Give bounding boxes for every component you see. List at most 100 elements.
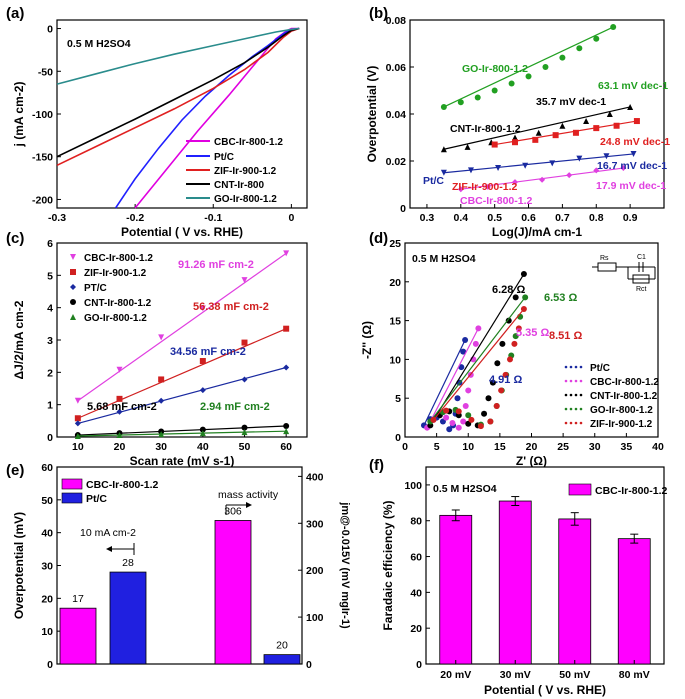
- x-axis-label: Potential ( V vs. RHE): [121, 225, 243, 239]
- data-point: [627, 103, 634, 110]
- fit-line: [77, 425, 287, 436]
- data-point: [241, 339, 248, 346]
- x-axis-label: Scan rate (mV s-1): [130, 454, 235, 468]
- legend-marker: [574, 365, 578, 369]
- legend-marker: [569, 421, 573, 425]
- x-tick-label: 35: [621, 441, 633, 453]
- legend-swatch: [568, 483, 592, 496]
- bar-value-label: 17: [72, 593, 84, 605]
- panel-label: (c): [6, 230, 24, 247]
- series-cnt-ir-800-1-2: [440, 103, 634, 153]
- y-tick-label: 5: [47, 270, 53, 282]
- y-tick-label: 25: [389, 238, 401, 250]
- legend-marker: [569, 407, 573, 411]
- y-tick-label-right: 200: [306, 565, 324, 577]
- x-tick-label: 20: [526, 441, 538, 453]
- x-axis-label: Potential ( V vs. RHE): [484, 683, 606, 697]
- capacitance-label: 2.94 mF cm-2: [200, 401, 270, 413]
- data-point: [477, 423, 484, 430]
- series-pt-c: [74, 364, 290, 427]
- data-point: [487, 418, 494, 425]
- series-cbc-ir-800-1-2: [424, 325, 482, 431]
- legend-marker: [569, 379, 573, 383]
- fit-line: [77, 252, 287, 402]
- tafel-slope-label: 16.7 mV dec-1: [597, 160, 667, 172]
- current-density-label: 10 mA cm-2: [80, 527, 136, 539]
- y-tick-label: 5: [395, 393, 401, 405]
- data-point: [472, 340, 479, 347]
- data-point: [499, 340, 506, 347]
- data-point: [74, 433, 81, 440]
- legend-marker: [579, 365, 583, 369]
- legend-label: ZIF-Ir-900-1.2: [590, 419, 653, 430]
- data-point: [520, 305, 527, 312]
- data-point: [241, 376, 248, 383]
- data-point: [515, 325, 522, 332]
- y-tick-label-right: 400: [306, 471, 324, 483]
- tafel-slope-label: 17.9 mV dec-1: [596, 180, 666, 192]
- legend-label: GO-Ir-800-1.2: [84, 313, 147, 324]
- legend-marker: [70, 299, 76, 305]
- fit-line: [443, 26, 614, 108]
- data-point: [283, 325, 290, 332]
- legend-marker: [70, 269, 76, 275]
- data-point: [525, 73, 532, 80]
- data-point: [475, 325, 482, 332]
- data-point: [460, 418, 467, 425]
- y-tick-label: 3: [47, 335, 53, 347]
- data-point: [559, 54, 566, 61]
- legend-label: Pt/C: [590, 363, 610, 374]
- x-tick-label: 0.6: [521, 212, 536, 224]
- data-point: [241, 429, 248, 436]
- x-tick-label: 0.4: [453, 212, 468, 224]
- panel-label: (e): [6, 462, 24, 479]
- bar: [558, 518, 592, 665]
- data-point: [283, 250, 290, 257]
- legend-label: Pt/C: [86, 493, 107, 505]
- data-point: [474, 94, 481, 101]
- legend-label: CBC-Ir-800-1.2: [595, 485, 668, 497]
- y-tick-label: 4: [47, 303, 53, 315]
- bar: [109, 571, 147, 665]
- data-point: [491, 87, 498, 94]
- y-tick-label: -200: [32, 194, 53, 206]
- y-tick-label: 20: [410, 623, 422, 635]
- data-point: [199, 358, 206, 365]
- bar: [59, 607, 97, 665]
- data-point: [199, 430, 206, 437]
- legend-swatch: [61, 478, 83, 490]
- data-point: [465, 387, 472, 394]
- series-go-ir-800-1-2: [440, 24, 617, 110]
- data-point: [241, 424, 248, 431]
- electrolyte-label: 0.5 M H2SO4: [433, 483, 497, 495]
- x-axis-label: Log(J)/mA cm-1: [492, 225, 583, 239]
- bar: [617, 538, 651, 665]
- y-tick-label-right: 300: [306, 518, 324, 530]
- x-tick-label: 30: [155, 441, 167, 453]
- series-label: GO-Ir-800-1.2: [462, 63, 528, 75]
- circuit-label: Rct: [636, 286, 647, 293]
- data-point: [493, 402, 500, 409]
- x-tick-label: -0.3: [48, 212, 66, 224]
- x-axis-label: Z' (Ω): [516, 454, 547, 468]
- x-tick-label: 20 mV: [440, 669, 471, 681]
- x-tick-label: 80 mV: [619, 669, 650, 681]
- series-zif-ir-900-1-2: [74, 325, 290, 422]
- data-point: [576, 155, 583, 162]
- data-point: [116, 408, 123, 415]
- panel-chart-5: (f) 0 20 40 60 80 100 Faradaic efficiency (%) Po…: [369, 457, 668, 697]
- data-point: [539, 176, 546, 183]
- series-cbc-ir-800-1-2: [74, 250, 290, 404]
- fit-line: [426, 328, 479, 428]
- y-tick-label: 0.04: [386, 109, 407, 121]
- circuit-label: C1: [637, 254, 646, 261]
- series-line: [56, 27, 300, 167]
- data-point: [158, 334, 165, 341]
- series-cnt-ir-800: [56, 27, 300, 158]
- data-point: [630, 150, 637, 157]
- x-tick-label: 15: [494, 441, 506, 453]
- data-point: [468, 416, 475, 423]
- mass-activity-label: mass activity: [218, 489, 279, 501]
- bar: [263, 654, 301, 665]
- legend-label: CNT-Ir-800-1.2: [84, 298, 152, 309]
